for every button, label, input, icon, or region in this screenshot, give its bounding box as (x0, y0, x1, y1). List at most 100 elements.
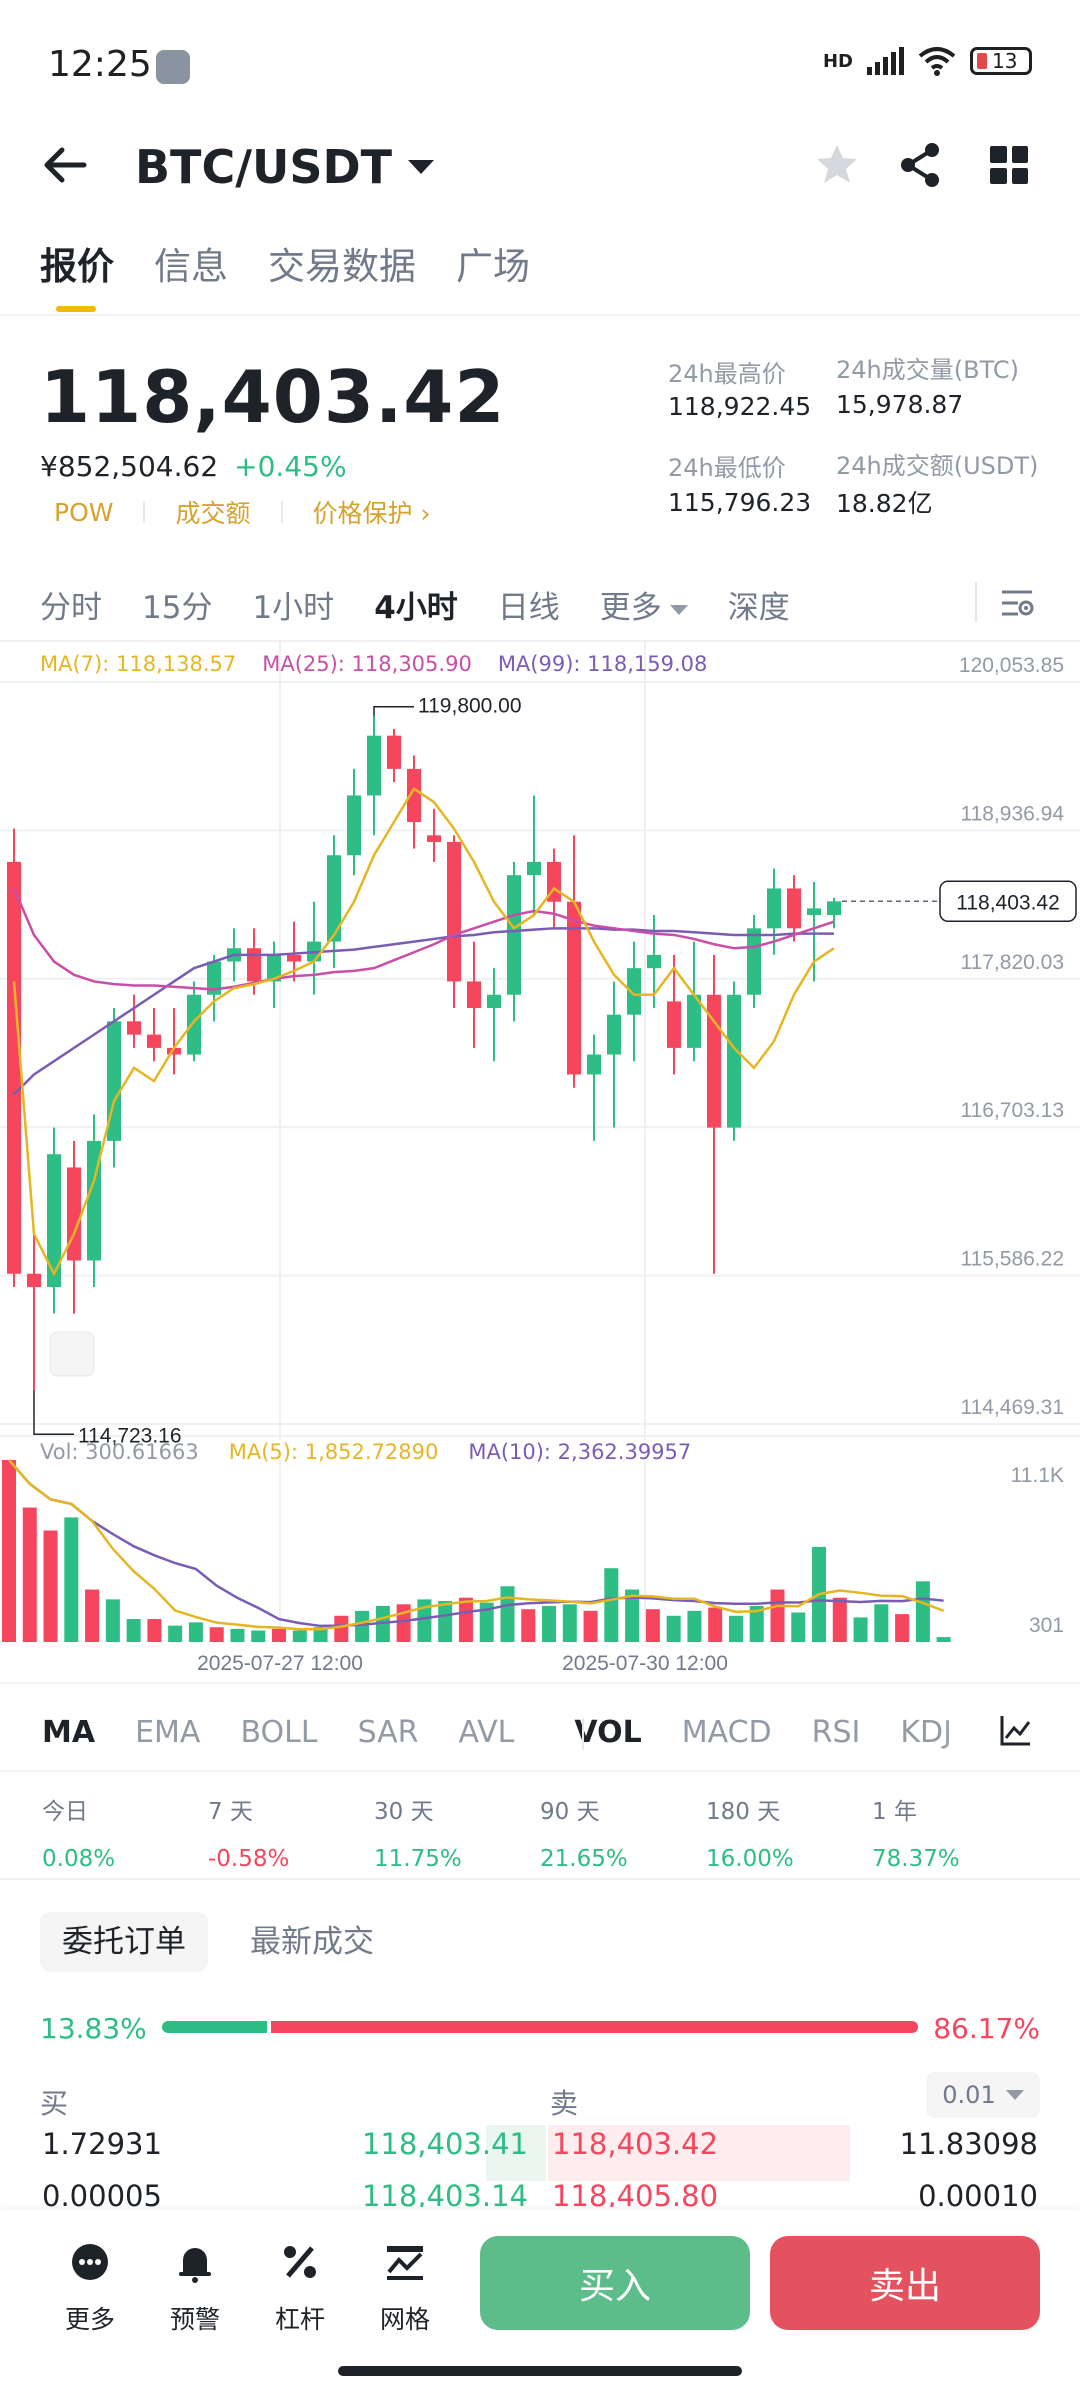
high-value: 118,922.45 (668, 392, 812, 421)
back-arrow-icon[interactable] (40, 140, 90, 190)
tab-square[interactable]: 广场 (456, 245, 530, 288)
indicator-rsi[interactable]: RSI (811, 1715, 861, 1750)
pair-selector[interactable]: BTC/USDT (135, 140, 435, 194)
indicator-macd[interactable]: MACD (681, 1715, 772, 1750)
chart-settings-icon[interactable] (998, 584, 1036, 622)
grid-button[interactable]: 网格 (365, 2240, 445, 2336)
volume-bar (708, 1607, 723, 1642)
buy-button[interactable]: 买入 (480, 2236, 750, 2330)
more-button[interactable]: 更多 (50, 2240, 130, 2336)
alert-label: 预警 (169, 2305, 220, 2334)
divider (0, 1770, 1080, 1772)
vol-value: Vol: 300.61663 (40, 1440, 199, 1464)
ask-price: 118,405.80 (552, 2179, 719, 2207)
bid-price: 118,403.14 (361, 2179, 528, 2207)
favorite-star-icon[interactable] (812, 140, 862, 190)
y-tick-label: 115,586.22 (960, 1248, 1064, 1271)
interval-15m[interactable]: 15分 (142, 590, 213, 626)
tag-price-protection[interactable]: 价格保护 › (313, 494, 431, 530)
order-book-row[interactable]: 1.72931 118,403.41 118,403.42 11.83098 (0, 2115, 1080, 2181)
last-price: 118,403.42 (40, 355, 506, 439)
interval-line[interactable]: 分时 (40, 590, 102, 626)
divider (582, 1718, 584, 1750)
vol-legend: Vol: 300.61663 MA(5): 1,852.72890 MA(10)… (40, 1440, 691, 1464)
tag-pow[interactable]: POW (54, 497, 114, 527)
volume-bar (666, 1615, 681, 1642)
share-icon[interactable] (896, 140, 946, 190)
interval-depth[interactable]: 深度 (727, 590, 790, 626)
vol-ma5-line (8, 1459, 945, 1631)
vol-ma10: MA(10): 2,362.39957 (468, 1440, 692, 1464)
ma-legend: MA(7): 118,138.57 MA(25): 118,305.90 MA(… (40, 652, 707, 676)
candle-body (347, 795, 361, 856)
leverage-label: 杠杆 (274, 2305, 325, 2334)
main-tabs: 报价 信息 交易数据 广场 (40, 236, 530, 290)
candle-body (767, 888, 781, 929)
caret-down-icon (669, 604, 688, 615)
bid-qty: 1.72931 (42, 2127, 162, 2161)
y-tick-label: 114,469.31 (960, 1396, 1064, 1419)
volume-bar (479, 1602, 494, 1642)
candle-body (647, 954, 661, 969)
tag-turnover[interactable]: 成交额 (175, 499, 251, 528)
volume-bar (313, 1627, 328, 1642)
candle-body (667, 1001, 681, 1048)
interval-1d[interactable]: 日线 (497, 590, 560, 626)
bid-qty: 0.00005 (42, 2179, 162, 2207)
volume-bar (292, 1630, 307, 1642)
candle-body (787, 888, 801, 929)
sell-button[interactable]: 卖出 (770, 2236, 1040, 2330)
vol-btc-label: 24h成交量(BTC) (836, 356, 1019, 384)
volume-bar (251, 1630, 266, 1642)
precision-select[interactable]: 0.01 (926, 2072, 1040, 2118)
leverage-button[interactable]: 杠杆 (260, 2240, 340, 2336)
order-book-rows: 1.72931 118,403.41 118,403.42 11.83098 0… (0, 2115, 1080, 2207)
indicator-sar[interactable]: SAR (357, 1715, 419, 1750)
indicator-avl[interactable]: AVL (458, 1715, 515, 1750)
order-book-row[interactable]: 0.00005 118,403.14 118,405.80 0.00010 (0, 2167, 1080, 2207)
volume-bar (272, 1628, 287, 1642)
more-label: 更多 (64, 2305, 115, 2334)
tag-price-protection-label: 价格保护 (312, 499, 413, 528)
volume-bar (396, 1604, 411, 1642)
vol-ma10-line (8, 1459, 944, 1628)
perf-label: 1 年 (872, 1799, 917, 1825)
volume-tick-label: 301 (1029, 1614, 1064, 1637)
x-axis-label: 2025-07-30 12:00 (562, 1652, 728, 1675)
indicator-vol[interactable]: VOL (574, 1715, 642, 1750)
tab-recent-trades[interactable]: 最新成交 (250, 1924, 374, 1960)
candlestick-chart[interactable]: 120,053.85 118,936.94 117,820.03 116,703.13… (0, 640, 1080, 1690)
volume-bar (832, 1597, 847, 1642)
low-value: 115,796.23 (668, 488, 812, 517)
interval-more[interactable]: 更多 (600, 582, 688, 627)
grid-label: 网格 (379, 2305, 430, 2334)
tab-order-book[interactable]: 委托订单 (40, 1912, 208, 1972)
candle-body (327, 855, 341, 942)
indicator-settings-icon[interactable] (998, 1712, 1034, 1748)
candle-body (747, 928, 761, 995)
tab-quote[interactable]: 报价 (40, 245, 114, 288)
grid-menu-icon[interactable] (990, 146, 1028, 184)
alert-button[interactable]: 预警 (155, 2240, 235, 2336)
candle-body (627, 968, 641, 1015)
perf-30d: 30 天 11.75% (374, 1792, 462, 1872)
indicator-boll[interactable]: BOLL (240, 1715, 318, 1750)
tab-info[interactable]: 信息 (154, 245, 228, 288)
volume-bar (458, 1597, 473, 1642)
candle-body (447, 841, 461, 982)
tab-trading-data[interactable]: 交易数据 (268, 245, 416, 288)
indicator-ema[interactable]: EMA (135, 1715, 201, 1750)
divider (0, 1682, 1080, 1684)
y-tick-label: 120,053.85 (959, 654, 1064, 677)
volume-bar (625, 1589, 640, 1642)
candle-body (47, 1154, 61, 1288)
more-icon (72, 2244, 108, 2280)
status-time: 12:25 (48, 44, 152, 85)
sell-ratio-pct: 86.17% (933, 2012, 1040, 2045)
indicator-ma[interactable]: MA (42, 1715, 96, 1750)
current-price-label: 118,403.42 (956, 891, 1060, 914)
wifi-icon (918, 47, 956, 76)
interval-1h[interactable]: 1小时 (252, 590, 335, 626)
interval-4h[interactable]: 4小时 (374, 590, 458, 626)
bids-header: 买 (40, 2087, 69, 2120)
